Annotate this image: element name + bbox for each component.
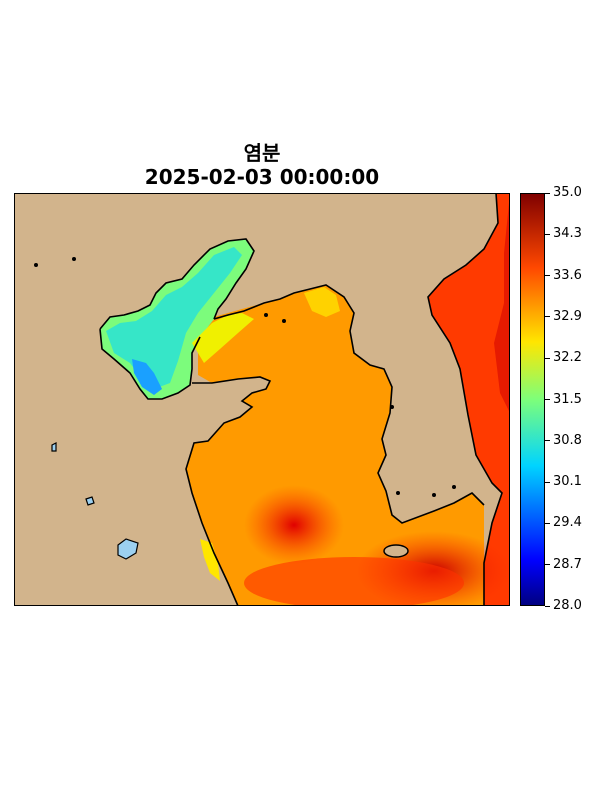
colorbar-tick-label: 32.9 xyxy=(553,308,582,324)
inland-lake-2 xyxy=(85,496,95,506)
sea-bohai-inner xyxy=(106,247,242,389)
colorbar-tick xyxy=(545,605,550,607)
colorbar-tick xyxy=(545,192,550,194)
colorbar-tick-label: 30.1 xyxy=(553,474,582,490)
colorbar-tick xyxy=(545,399,550,400)
jeju-island xyxy=(383,544,409,558)
inland-lake-3 xyxy=(51,442,57,452)
sea-bohai-west xyxy=(132,359,162,395)
colorbar-tick xyxy=(545,481,550,483)
colorbar-tick xyxy=(545,440,550,442)
salinity-colorbar xyxy=(520,193,545,606)
map-title-datetime: 2025-02-03 00:00:00 xyxy=(144,165,380,189)
sea-bohai-east-yellow xyxy=(192,313,254,363)
colorbar-tick xyxy=(545,316,550,318)
colorbar-tick-label: 28.0 xyxy=(553,598,582,613)
colorbar-tick-label: 29.4 xyxy=(553,515,582,531)
colorbar-tick-label: 30.8 xyxy=(553,432,582,448)
colorbar-tick xyxy=(545,357,550,359)
island-7 xyxy=(34,263,38,267)
inland-lake-1 xyxy=(117,538,139,560)
colorbar-tick xyxy=(545,275,550,277)
colorbar-tick-label: 31.5 xyxy=(553,391,582,407)
island-8 xyxy=(72,257,76,261)
island-6 xyxy=(452,485,456,489)
colorbar-tick xyxy=(545,564,550,566)
coastline-china xyxy=(99,238,272,606)
island-1 xyxy=(264,313,268,317)
island-5 xyxy=(432,493,436,497)
sea-liaodong-bay xyxy=(304,287,340,317)
coastline-korea-east xyxy=(427,193,503,606)
salinity-map xyxy=(14,193,510,606)
colorbar-tick xyxy=(545,522,550,524)
colorbar-tick-label: 32.2 xyxy=(553,350,582,366)
coastal-yellow-patch xyxy=(200,539,220,581)
colorbar-tick-label: 28.7 xyxy=(553,556,582,572)
colorbar-tick-label: 33.6 xyxy=(553,267,582,283)
sea-east-of-korea xyxy=(428,193,510,606)
colorbar-tick-label: 34.3 xyxy=(553,226,582,242)
island-2 xyxy=(282,319,286,323)
island-3 xyxy=(390,405,394,409)
map-title-variable: 염분 xyxy=(243,141,281,165)
colorbar-tick-label: 35.0 xyxy=(553,185,582,200)
island-4 xyxy=(396,491,400,495)
high-salinity-core-central xyxy=(244,485,344,565)
colorbar-tick xyxy=(545,233,550,235)
sea-east-dark xyxy=(494,193,510,413)
high-salinity-band xyxy=(244,557,464,606)
coastline-liaodong xyxy=(213,284,485,524)
